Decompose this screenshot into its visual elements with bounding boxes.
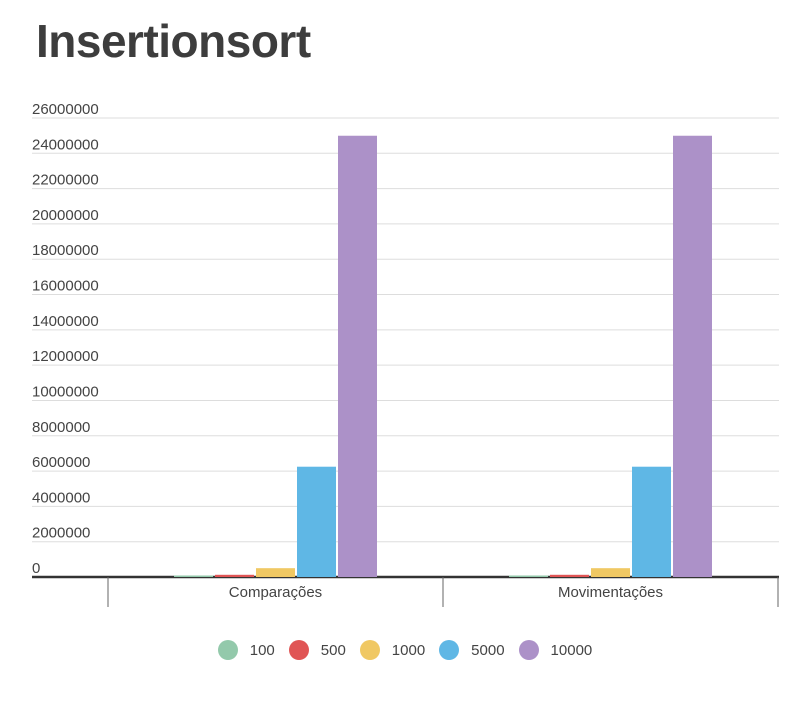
chart-title: Insertionsort: [36, 15, 311, 67]
legend-swatch: [439, 640, 460, 660]
y-tick-label: 12000000: [32, 348, 99, 365]
y-tick-label: 24000000: [32, 136, 99, 153]
y-tick-label: 6000000: [32, 454, 90, 471]
legend-item-100: 100: [217, 640, 275, 660]
bar-movimentacoes-1000: [591, 568, 630, 577]
y-tick-label: 20000000: [32, 207, 99, 224]
bar-movimentacoes-500: [550, 574, 589, 577]
legend-swatch: [217, 640, 238, 660]
bar-chart: 0 2000000 4000000 6000000 8000000 10000000 120…: [32, 101, 779, 607]
legend-label: 5000: [471, 641, 505, 659]
legend-item-500: 500: [288, 640, 346, 660]
legend-swatch: [288, 640, 309, 660]
legend: 100 500 1000 5000 10000: [0, 638, 810, 662]
y-tick-label: 8000000: [32, 419, 90, 436]
y-tick-label: 0: [32, 560, 40, 577]
legend-label: 10000: [550, 641, 593, 659]
legend-swatch: [518, 640, 539, 660]
legend-label: 1000: [391, 641, 426, 659]
legend-item-5000: 5000: [439, 640, 505, 660]
bar-comparacoes-500: [215, 574, 254, 577]
y-tick-label: 10000000: [32, 383, 99, 400]
bar-movimentacoes-5000: [632, 466, 671, 577]
y-tick-label: 18000000: [32, 242, 99, 259]
y-tick-label: 14000000: [32, 313, 99, 330]
legend-item-1000: 1000: [359, 640, 426, 660]
bar-comparacoes-1000: [256, 568, 295, 577]
y-tick-label: 22000000: [32, 172, 99, 189]
bar-comparacoes-100: [174, 575, 213, 577]
y-tick-label: 16000000: [32, 278, 99, 295]
legend-swatch: [359, 640, 380, 660]
bar-comparacoes-5000: [297, 466, 336, 577]
bar-movimentacoes-100: [509, 575, 548, 577]
bar-movimentacoes-10000: [673, 135, 712, 577]
y-tick-label: 26000000: [32, 101, 99, 118]
x-tick-label: Comparações: [229, 584, 322, 601]
y-tick-label: 2000000: [32, 525, 90, 542]
y-tick-label: 4000000: [32, 489, 90, 506]
legend-label: 500: [320, 641, 346, 659]
legend-label: 100: [249, 641, 275, 659]
legend-item-10000: 10000: [518, 640, 593, 660]
x-tick-label: Movimentações: [558, 584, 663, 601]
bar-comparacoes-10000: [338, 135, 377, 577]
